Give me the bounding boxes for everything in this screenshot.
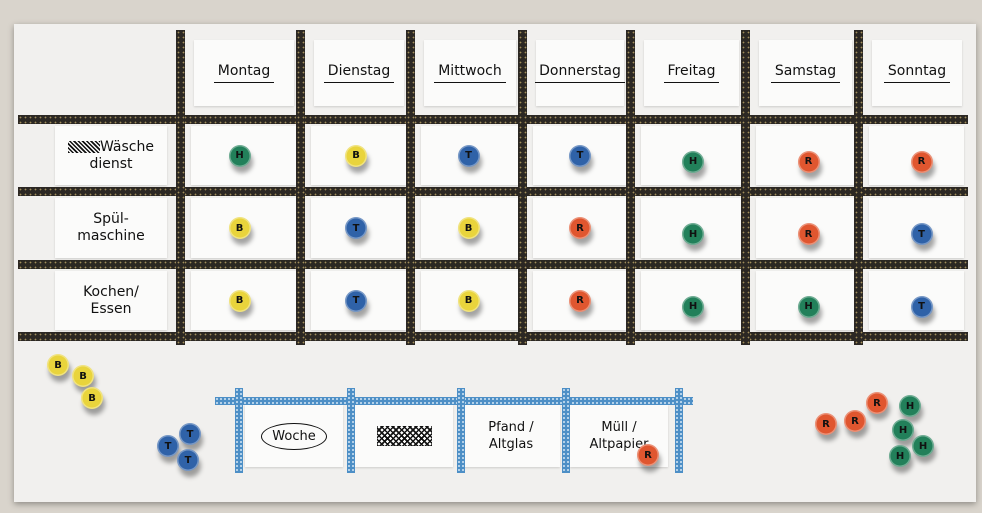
magnet-R[interactable]: R	[569, 289, 591, 312]
crossed-out-label	[376, 426, 432, 446]
grid-line-horizontal	[18, 260, 968, 269]
magnet-B[interactable]: B	[81, 387, 103, 409]
task-label-line2: dienst	[89, 155, 133, 172]
grid-line-vertical	[518, 30, 527, 345]
day-label: Mittwoch	[434, 63, 506, 83]
grid-line-horizontal	[18, 187, 968, 196]
header-dienstag: Dienstag	[314, 40, 404, 106]
magnet-B[interactable]: B	[228, 217, 251, 239]
magnet-B[interactable]: B	[72, 365, 94, 387]
magnet-R[interactable]: R	[815, 413, 837, 435]
grid-line-horizontal	[18, 115, 968, 124]
magnet-T[interactable]: T	[345, 289, 367, 312]
task-label-text: Spül-	[93, 211, 129, 227]
grid-line-vertical	[741, 30, 750, 345]
magnet-B[interactable]: B	[345, 144, 367, 167]
task-label-text: Kochen/	[83, 283, 139, 300]
magnet-R[interactable]: R	[569, 217, 591, 239]
header-sonntag: Sonntag	[872, 40, 962, 106]
tape-vertical	[562, 388, 570, 473]
header-samstag: Samstag	[759, 40, 852, 106]
tape-vertical	[347, 388, 355, 473]
muell-label: Müll / Altpapier	[589, 420, 649, 452]
magnet-H[interactable]: H	[912, 435, 934, 457]
header-montag: Montag	[194, 40, 294, 106]
task-label-line1: Kochen/	[83, 284, 139, 301]
magnet-T[interactable]: T	[569, 144, 591, 167]
magnet-T[interactable]: T	[157, 435, 179, 457]
magnet-T[interactable]: T	[910, 223, 933, 245]
grid-line-vertical	[176, 30, 185, 345]
tape-vertical	[457, 388, 465, 473]
magnet-H[interactable]: H	[682, 295, 704, 318]
task-label-line2: Essen	[90, 300, 132, 317]
task-label-text: Wäsche	[99, 138, 154, 155]
task-label: Spül-maschine	[55, 198, 167, 258]
day-label: Sonntag	[883, 63, 951, 83]
magnet-H[interactable]: H	[892, 419, 914, 441]
grid-line-vertical	[626, 30, 635, 345]
magnet-R[interactable]: R	[797, 150, 820, 173]
tape-vertical	[235, 388, 243, 473]
magnet-B[interactable]: B	[457, 289, 480, 312]
crossed-out-text	[67, 140, 100, 153]
grid-line-horizontal	[18, 332, 968, 341]
magnet-H[interactable]: H	[889, 445, 911, 467]
day-label: Freitag	[663, 63, 720, 83]
magnet-T[interactable]: T	[179, 423, 201, 445]
magnet-R[interactable]: R	[844, 410, 866, 432]
day-label: Samstag	[770, 63, 841, 83]
magnet-H[interactable]: H	[899, 395, 921, 417]
week-label: Woche	[261, 422, 327, 450]
magnet-B[interactable]: B	[228, 289, 251, 312]
task-label: Wäsche dienst	[55, 126, 167, 185]
tape-vertical	[675, 388, 683, 473]
magnet-T[interactable]: T	[457, 144, 480, 167]
grid-line-vertical	[296, 30, 305, 345]
task-label-line1: Spül-	[93, 211, 129, 228]
header-donnerstag: Donnerstag	[535, 40, 625, 106]
day-label: Montag	[213, 63, 275, 83]
magnet-H[interactable]: H	[682, 223, 704, 245]
magnet-H[interactable]: H	[682, 150, 704, 173]
magnet-R[interactable]: R	[797, 223, 820, 245]
magnet-R[interactable]: R	[910, 150, 933, 173]
task-label-line1: Wäsche	[67, 138, 154, 156]
task-label-line2: maschine	[77, 228, 145, 244]
bottom-card-week: Woche	[245, 405, 343, 467]
bottom-card-crossed	[355, 405, 453, 467]
magnet-B[interactable]: B	[457, 217, 480, 239]
magnet-T[interactable]: T	[910, 295, 933, 318]
magnet-H[interactable]: H	[797, 295, 820, 318]
pfand-label: Pfand / Altglas	[488, 420, 534, 452]
magnet-R[interactable]: R	[637, 444, 659, 466]
grid-line-vertical	[406, 30, 415, 345]
tape-top	[215, 397, 693, 405]
magnet-T[interactable]: T	[345, 217, 367, 239]
magnet-R[interactable]: R	[866, 392, 888, 414]
bottom-card-pfand: Pfand / Altglas	[462, 405, 560, 467]
header-freitag: Freitag	[644, 40, 739, 106]
day-label: Dienstag	[323, 63, 395, 83]
header-mittwoch: Mittwoch	[424, 40, 516, 106]
task-label: Kochen/Essen	[55, 271, 167, 330]
magnet-B[interactable]: B	[47, 354, 69, 376]
magnet-T[interactable]: T	[177, 449, 199, 471]
magnet-H[interactable]: H	[228, 144, 251, 167]
grid-line-vertical	[854, 30, 863, 345]
day-label: Donnerstag	[535, 63, 625, 83]
